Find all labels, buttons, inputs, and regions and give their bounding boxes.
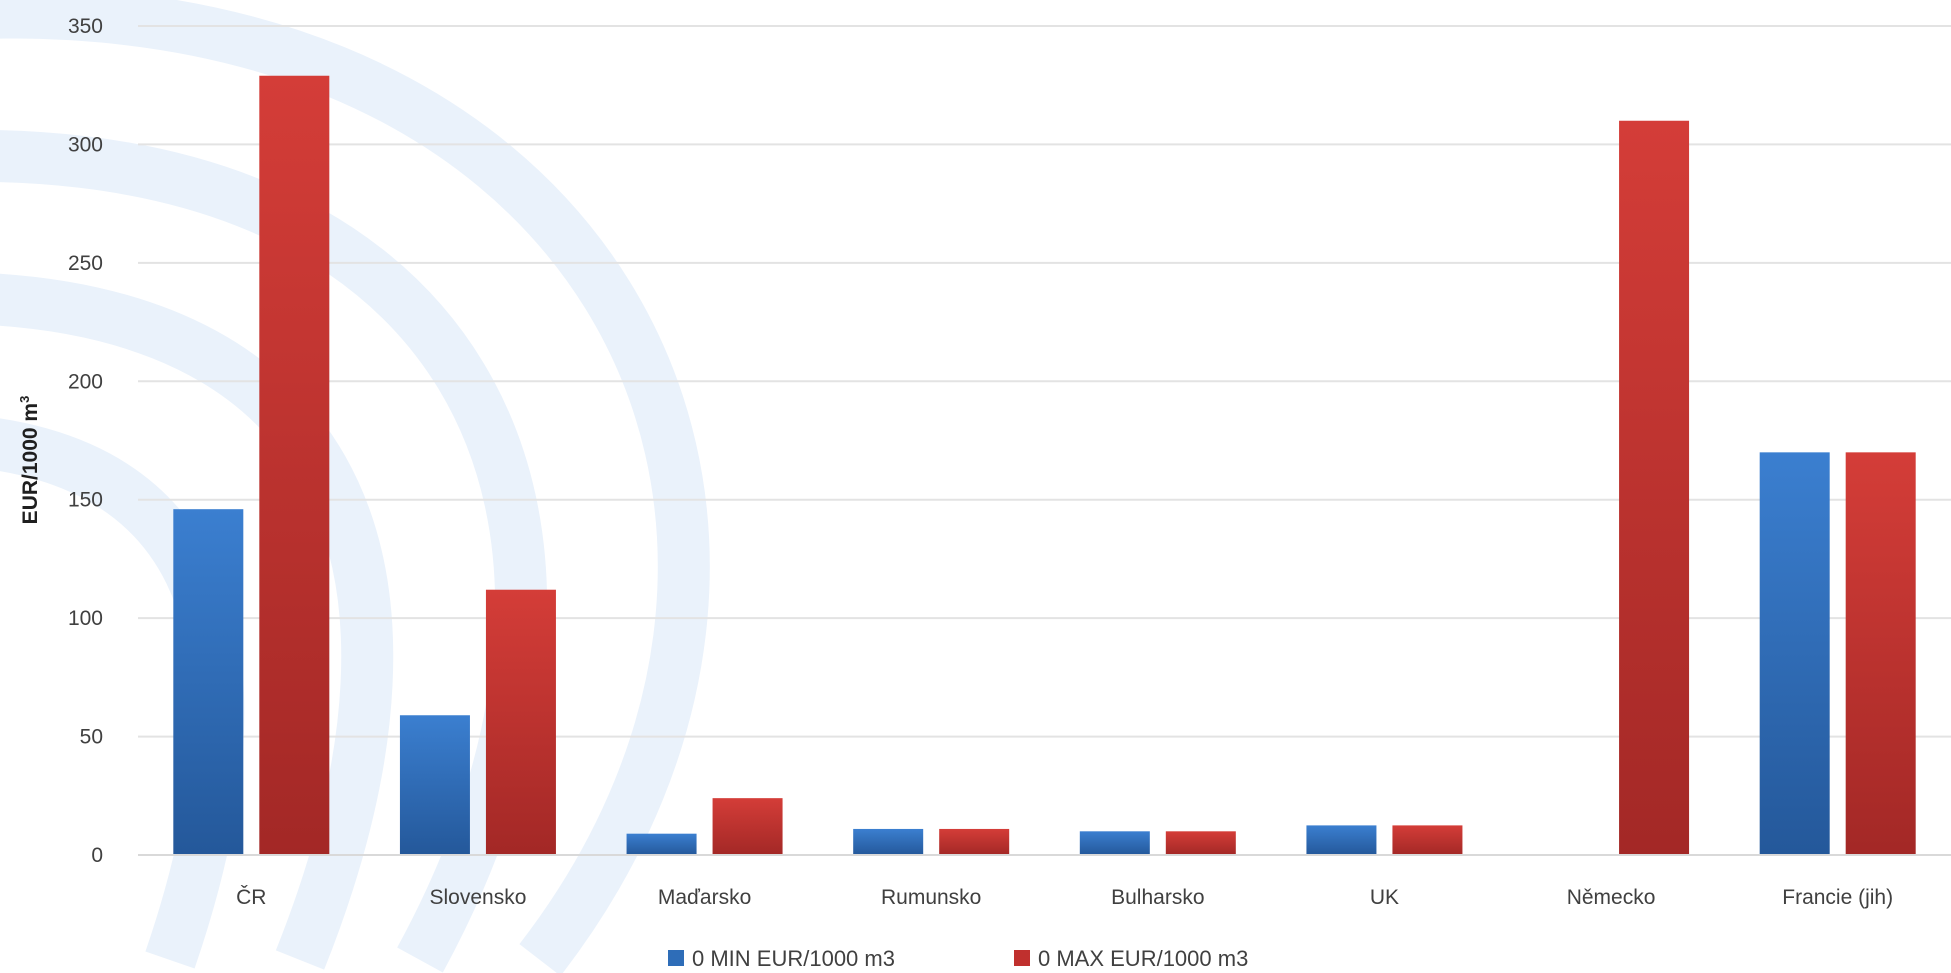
y-axis-title-superscript: 3 <box>17 396 32 403</box>
legend: 0 MIN EUR/1000 m3 0 MAX EUR/1000 m3 <box>668 946 1248 971</box>
bar-min <box>853 828 924 855</box>
bar-max <box>1165 831 1236 855</box>
x-tick-label: Rumunsko <box>881 886 981 909</box>
bar-min <box>173 509 244 855</box>
y-tick-label: 100 <box>68 607 103 630</box>
bar-min <box>399 715 470 855</box>
x-axis-ticks: ČR Slovensko Maďarsko Rumunsko Bulharsko UK Ně… <box>236 886 1893 909</box>
x-tick-label: ČR <box>236 886 266 909</box>
bar-max <box>1392 825 1463 855</box>
y-tick-label: 200 <box>68 370 103 393</box>
bar-min <box>1306 825 1377 855</box>
y-tick-label: 150 <box>68 489 103 512</box>
y-axis-ticks: 0 50 100 150 200 250 300 350 <box>68 15 103 867</box>
y-axis-title-text: EUR/1000 m <box>19 403 42 524</box>
bar-max <box>259 75 330 856</box>
bar-min <box>626 833 697 855</box>
bars <box>173 75 1916 856</box>
y-tick-label: 300 <box>68 133 103 156</box>
y-axis-title: EUR/1000 m3 <box>17 396 42 525</box>
y-tick-label: 250 <box>68 252 103 275</box>
y-tick-label: 0 <box>91 844 103 867</box>
legend-label-max: 0 MAX EUR/1000 m3 <box>1038 946 1248 971</box>
bar-max <box>1845 452 1916 855</box>
x-tick-label: Bulharsko <box>1111 886 1204 909</box>
y-tick-label: 350 <box>68 15 103 38</box>
x-tick-label: Francie (jih) <box>1782 886 1893 909</box>
bar-min <box>1759 452 1830 855</box>
x-tick-label: UK <box>1370 886 1399 909</box>
bar-max <box>712 798 783 855</box>
bar-min <box>1079 831 1150 855</box>
x-tick-label: Maďarsko <box>658 886 751 909</box>
x-tick-label: Slovensko <box>429 886 526 909</box>
y-tick-label: 50 <box>80 726 103 749</box>
legend-swatch-min <box>668 950 684 966</box>
bar-max <box>485 589 556 855</box>
bar-max <box>1619 120 1690 855</box>
bar-max <box>939 828 1010 855</box>
x-tick-label: Německo <box>1567 886 1656 909</box>
legend-label-min: 0 MIN EUR/1000 m3 <box>692 946 895 971</box>
legend-swatch-max <box>1014 950 1030 966</box>
